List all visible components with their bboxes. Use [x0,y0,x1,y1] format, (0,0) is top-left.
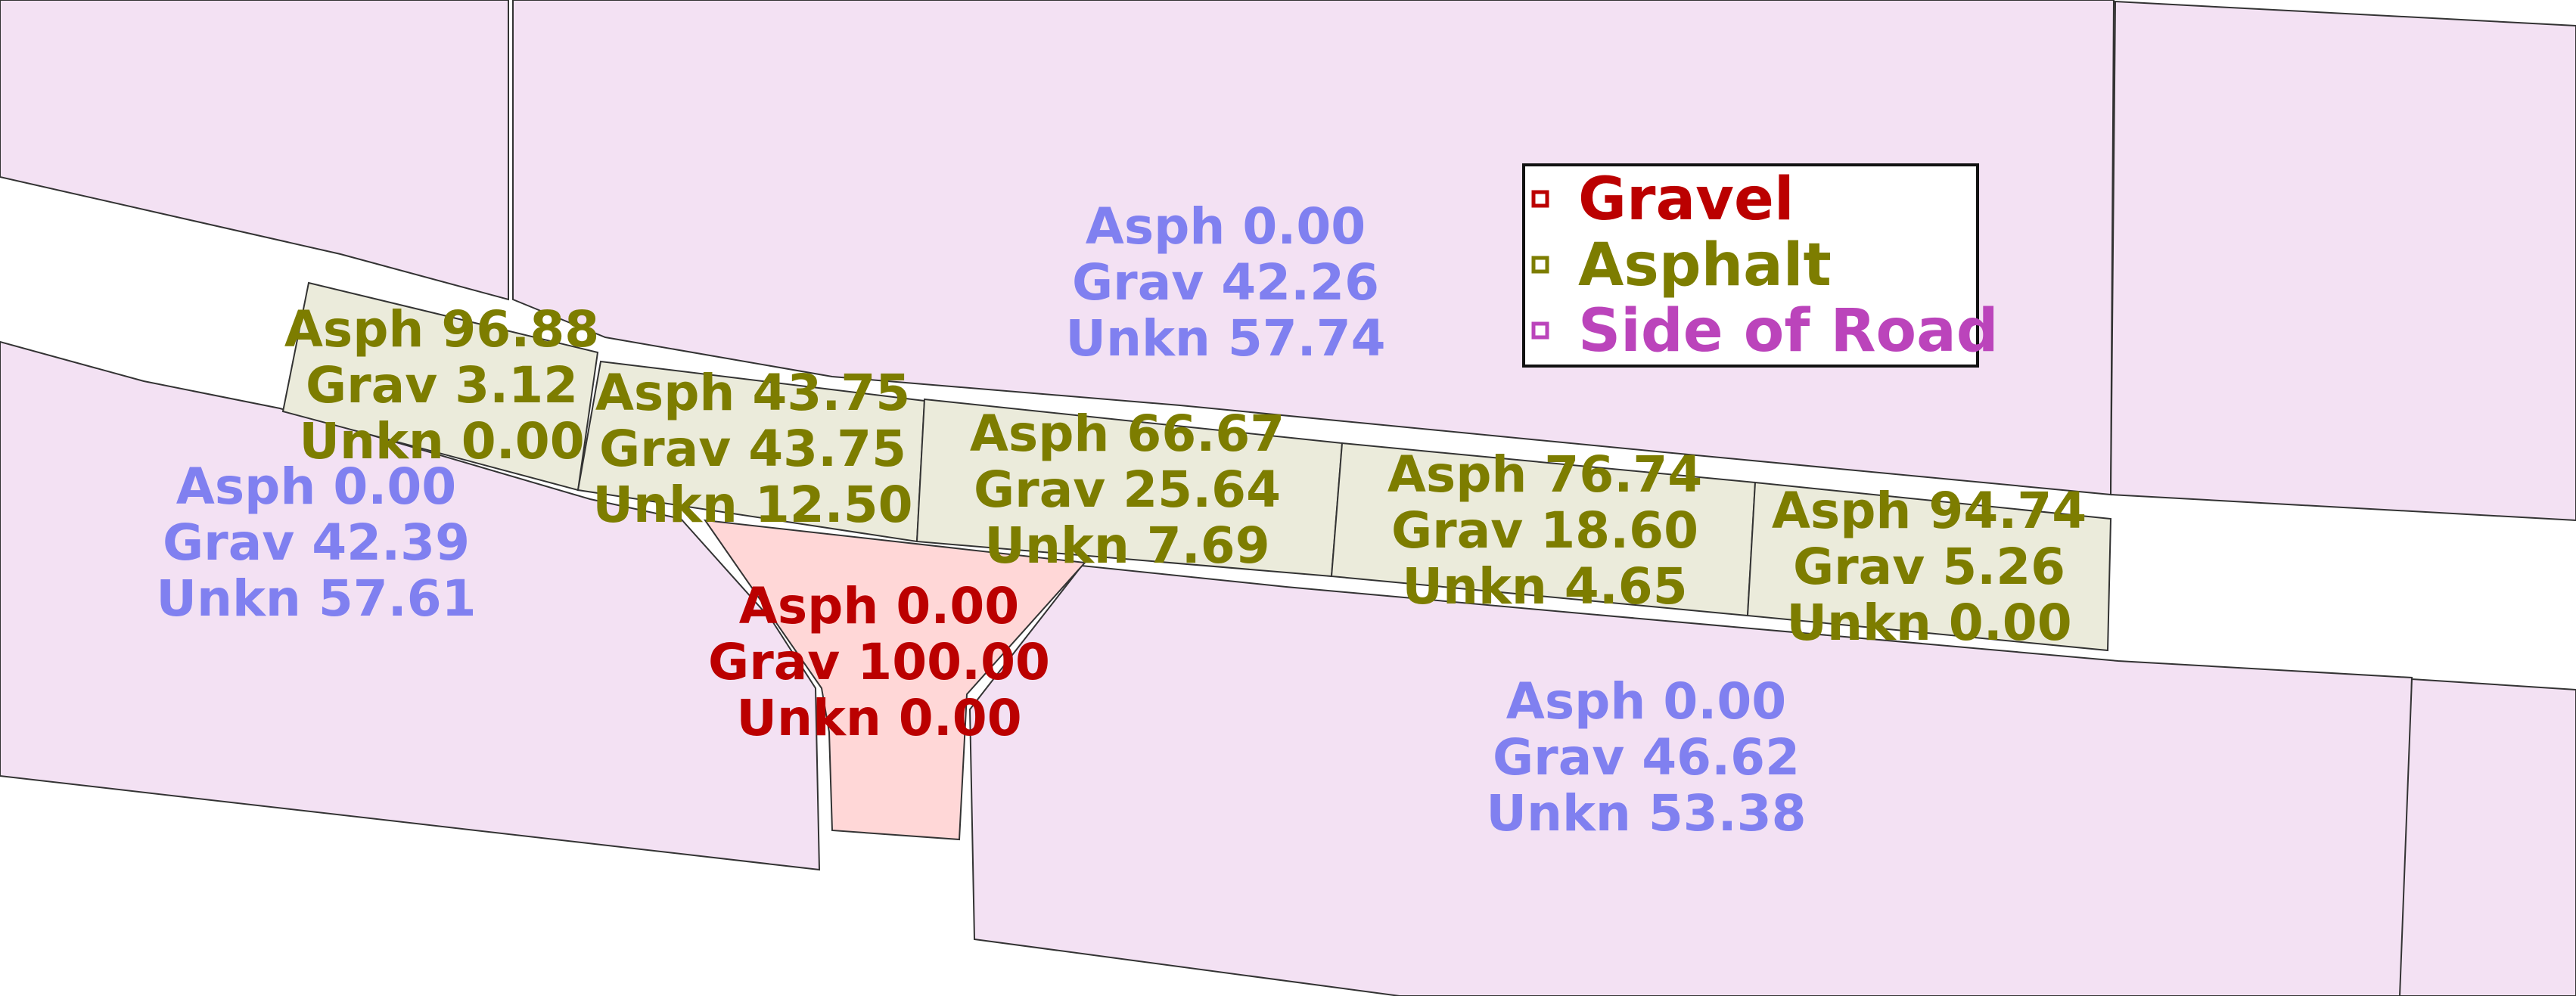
label-line: Grav 42.26 [1072,253,1379,312]
label-line: Unkn 53.38 [1486,784,1806,842]
label-line: Unkn 4.65 [1402,557,1687,616]
legend-swatch-gravel [1531,190,1549,208]
label-line: Grav 42.39 [163,514,470,572]
label-line: Unkn 57.74 [1065,309,1385,368]
legend-box [1522,163,1979,368]
label-line: Grav 46.62 [1493,728,1800,787]
legend-swatch-side-of-road [1531,321,1549,340]
parcel-left [0,340,821,871]
label-line: Unkn 0.00 [1786,594,2071,652]
label-side-top-center: Asph 0.00 Grav 42.26 Unkn 57.74 [1065,197,1385,368]
label-side-bottom: Asph 0.00 Grav 46.62 Unkn 53.38 [1486,672,1806,842]
legend-label-asphalt: Asphalt [1578,231,1832,299]
label-line: Unkn 12.50 [592,476,912,534]
parcel-top-center [512,0,2115,496]
label-road-segment-4: Asph 76.74 Grav 18.60 Unkn 4.65 [1387,445,1702,616]
label-line: Asph 0.00 [1506,672,1786,731]
label-line: Asph 76.74 [1387,445,1702,504]
parcel-top-right [2109,0,2576,522]
label-line: Asph 0.00 [1086,197,1366,256]
label-line: Asph 0.00 [176,458,456,516]
label-road-segment-3: Asph 66.67 Grav 25.64 Unkn 7.69 [970,405,1285,575]
gravel-spur-polygon [703,519,1087,841]
parcel-top-left [0,0,509,301]
parcel-bottom-right [2398,678,2576,996]
label-road-segment-5: Asph 94.74 Grav 5.26 Unkn 0.00 [1772,482,2087,652]
label-line: Asph 94.74 [1772,482,2087,540]
label-line: Asph 96.88 [284,300,599,358]
legend-label-side-of-road: Side of Road [1578,297,1999,365]
legend-label-gravel: Gravel [1578,166,1794,234]
parcel-bottom-center [968,564,2413,996]
label-line: Grav 100.00 [708,633,1050,691]
label-line: Unkn 0.00 [736,689,1021,747]
label-line: Unkn 7.69 [984,517,1269,575]
label-line: Unkn 0.00 [299,412,584,470]
label-line: Grav 3.12 [306,356,578,414]
label-line: Unkn 57.61 [156,569,476,628]
label-road-segment-1: Asph 96.88 Grav 3.12 Unkn 0.00 [284,300,599,470]
label-side-left: Asph 0.00 Grav 42.39 Unkn 57.61 [156,458,476,628]
label-line: Grav 43.75 [599,420,906,478]
label-line: Grav 25.64 [974,461,1281,519]
label-line: Asph 66.67 [970,405,1285,463]
road-segment-5 [1746,481,2112,652]
label-gravel-spur: Asph 0.00 Grav 100.00 Unkn 0.00 [708,577,1050,747]
label-line: Asph 43.75 [595,364,910,422]
legend-swatch-asphalt [1531,256,1549,274]
legend: Gravel Asphalt Side of Road [1522,163,1999,368]
label-line: Grav 5.26 [1793,538,2065,596]
road-segments [281,281,2112,652]
label-line: Asph 0.00 [739,577,1019,635]
label-road-segment-2: Asph 43.75 Grav 43.75 Unkn 12.50 [592,364,912,534]
label-line: Grav 18.60 [1391,501,1698,560]
